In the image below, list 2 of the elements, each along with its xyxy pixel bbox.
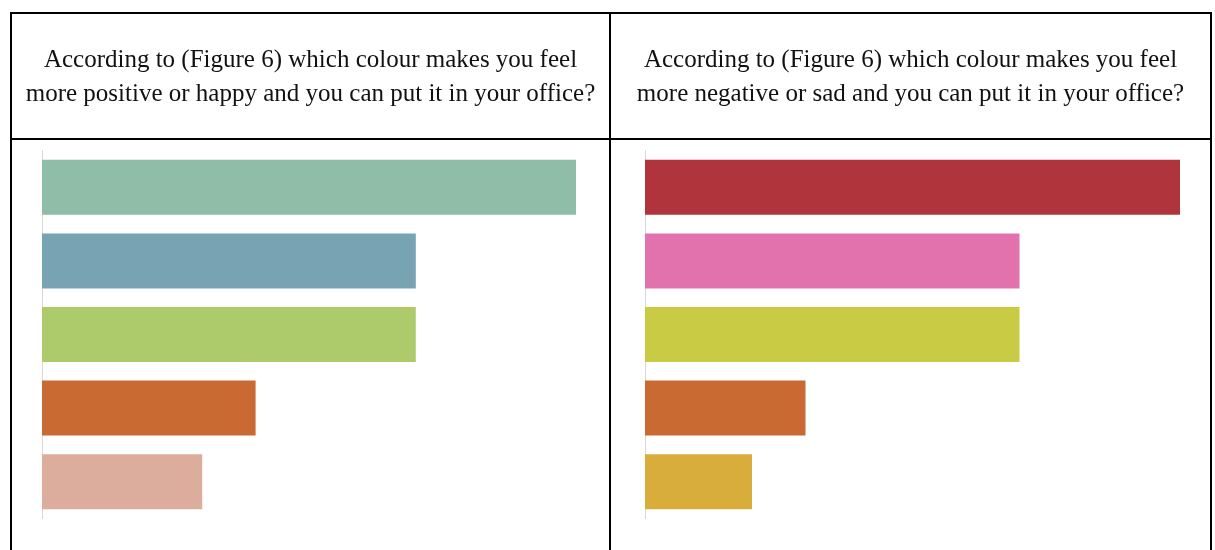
chart-title: According to (Figure 6) which colour makes you feel more negative or sad and you can put it in your office?	[609, 12, 1212, 138]
chart-title: According to (Figure 6) which colour makes you feel more positive or happy and you can put it in your office?	[10, 12, 609, 138]
